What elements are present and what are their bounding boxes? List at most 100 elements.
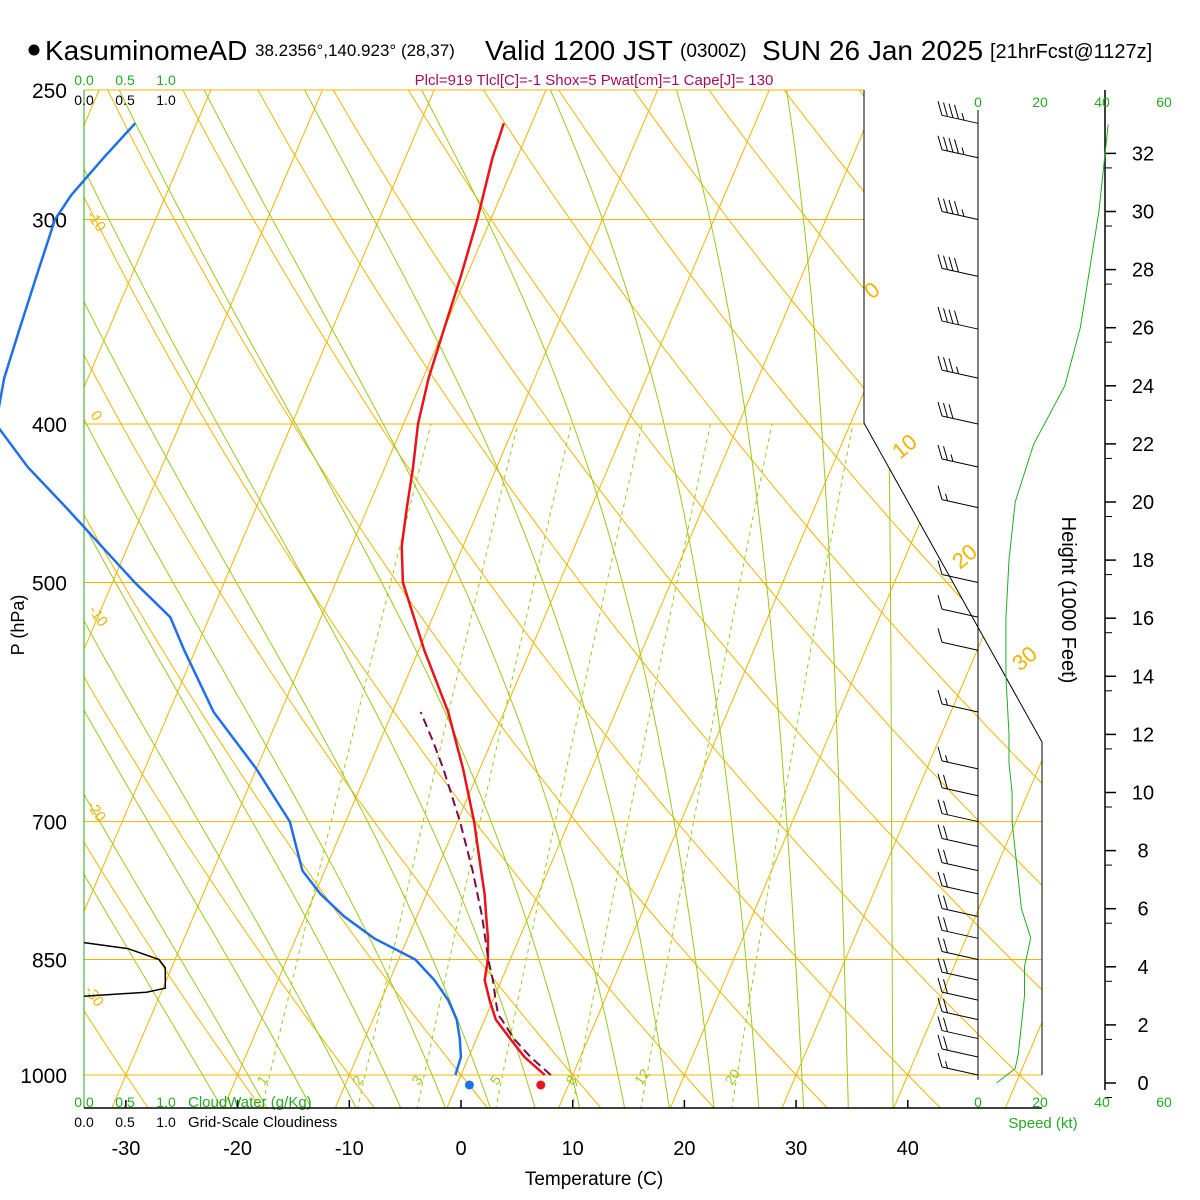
dry-adiabat-line <box>245 90 1042 1108</box>
isotherm-line <box>110 90 547 1108</box>
speed-tick-label-bottom: 0 <box>974 1094 982 1110</box>
wind-barb-staff <box>941 885 979 895</box>
wind-barb-staff <box>941 760 979 770</box>
wind-barb <box>937 355 979 379</box>
temperature-tick-label: -10 <box>335 1138 364 1160</box>
wind-barb-staff <box>941 369 979 379</box>
wind-barb-flag <box>948 309 954 324</box>
height-tick-label: 2 <box>1137 1015 1148 1037</box>
isotherm-line <box>557 90 994 1108</box>
wind-barb-staff <box>941 787 979 797</box>
moist-adiabat-line <box>84 90 358 1108</box>
wind-barb-flag <box>937 978 943 993</box>
isotherm-line <box>892 90 1042 1108</box>
wind-barb-flag <box>948 404 954 419</box>
wind-barb-flag <box>937 560 943 575</box>
wind-barb-flag <box>943 998 948 1013</box>
wind-barb <box>937 485 979 509</box>
moist-adiabat-line <box>84 90 492 1108</box>
wind-barb-flag <box>943 774 948 790</box>
speed-tick-label-bottom: 20 <box>1032 1094 1048 1110</box>
mixing-ratio-line <box>731 423 854 1108</box>
wind-barb <box>937 799 979 823</box>
wind-barb-flag <box>943 403 948 418</box>
moist-adiabat-line <box>84 90 313 1108</box>
mixing-ratio-line <box>260 423 432 1108</box>
wind-barb-flag <box>943 938 948 953</box>
wind-barb-staff <box>941 114 979 124</box>
wind-barb-staff <box>941 211 979 221</box>
pressure-tick-label: 500 <box>32 573 67 596</box>
wind-barb-half-flag <box>945 493 948 501</box>
wind-barb-flag <box>937 773 943 788</box>
temperature-axis-title: Temperature (C) <box>525 1169 663 1190</box>
wind-barb-staff <box>941 320 979 330</box>
height-tick-label: 18 <box>1132 550 1154 572</box>
dry-adiabat-line <box>104 90 943 1108</box>
wind-barb <box>937 560 979 583</box>
wind-barb-flag <box>948 103 954 118</box>
isotherm-line <box>780 90 1042 1108</box>
wind-barb-flag <box>943 446 948 461</box>
wind-barb-staff <box>941 951 979 961</box>
wind-barb <box>937 689 979 713</box>
wind-barb <box>937 894 979 917</box>
height-tick-label: 30 <box>1132 202 1154 224</box>
wind-barb-staff <box>941 1011 979 1021</box>
wind-speed-line <box>996 124 1109 1084</box>
grid-clip-group <box>0 0 1042 1110</box>
pressure-axis-title: P (hPa) <box>8 595 28 656</box>
dry-adiabat-line <box>84 90 377 1108</box>
wind-barb-flag <box>937 689 943 705</box>
height-tick-label: 22 <box>1132 434 1154 456</box>
station-dot-icon <box>28 44 40 56</box>
wind-barb <box>937 306 979 330</box>
height-tick-label: 26 <box>1132 318 1154 340</box>
cloudwater-tick-label-top: 1.0 <box>156 72 176 88</box>
wind-barb-flag <box>937 871 943 887</box>
wind-barb-staff <box>941 838 979 847</box>
wind-barb-flag <box>943 872 948 888</box>
wind-barb <box>937 401 979 425</box>
dry-adiabat-label: 0 <box>87 408 106 425</box>
wind-barb <box>937 773 979 797</box>
height-tick-label: 14 <box>1132 666 1154 688</box>
cloudiness-tick-label-bottom: 1.0 <box>156 1114 176 1130</box>
surface-temperature-dot <box>536 1080 546 1090</box>
isotherm-line <box>1004 90 1042 1108</box>
parcel-line <box>419 711 552 1076</box>
wind-barb-flag <box>937 957 943 973</box>
moist-adiabat-line <box>84 90 224 1108</box>
wind-barb <box>937 1034 979 1058</box>
moist-adiabat-line <box>84 90 537 1108</box>
pressure-tick-label: 850 <box>32 950 67 973</box>
height-tick-label: 8 <box>1137 841 1148 863</box>
wind-barb-staff <box>941 499 979 509</box>
height-tick-label: 16 <box>1132 608 1154 630</box>
dry-adiabat-line <box>84 90 490 1108</box>
pressure-tick-label: 700 <box>32 812 67 835</box>
dry-adiabat-line <box>84 90 603 1108</box>
temperature-tick-label: 40 <box>897 1138 919 1160</box>
zulu-time: (0300Z) <box>680 41 747 62</box>
wind-barb-flag <box>954 139 959 154</box>
wind-barb-staff <box>941 608 979 618</box>
wind-barb-staff <box>941 267 979 277</box>
wind-barb-half-flag <box>945 754 948 763</box>
temperature-line <box>400 122 546 1076</box>
wind-barb <box>937 916 979 939</box>
wind-barb <box>937 937 979 961</box>
cloudiness-tick-label-top: 1.0 <box>156 92 176 108</box>
wind-barb-flag <box>937 628 943 643</box>
wind-barb-flag <box>954 201 959 216</box>
wind-barb <box>937 824 979 847</box>
wind-barb-flag <box>943 979 948 994</box>
dry-adiabat-line <box>84 90 264 1108</box>
wind-barb-half-flag <box>961 147 965 155</box>
moist-adiabat-line <box>84 90 447 1108</box>
dry-adiabat-line <box>0 0 36 1110</box>
dry-adiabat-label: 10 <box>887 429 922 464</box>
temperature-tick-label: -30 <box>111 1138 140 1160</box>
height-tick-label: 32 <box>1132 143 1154 165</box>
